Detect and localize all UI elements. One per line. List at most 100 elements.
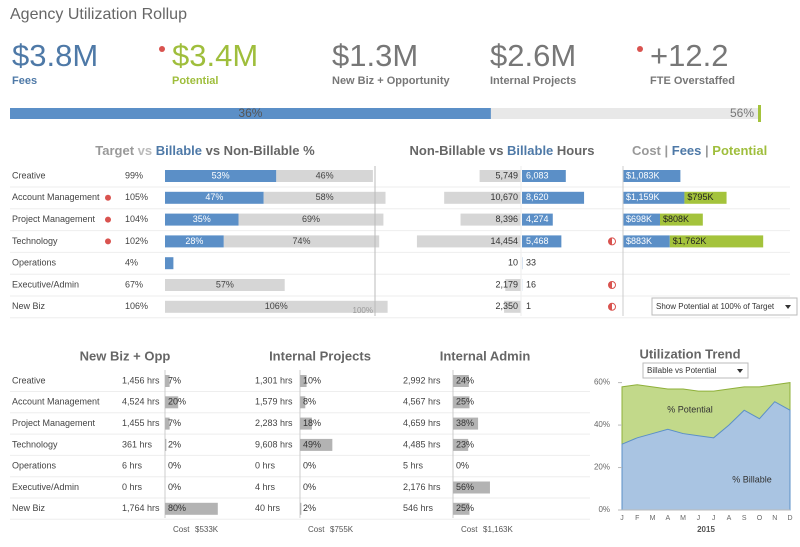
- title-part: |: [661, 143, 672, 158]
- hours-label: 2,283 hrs: [255, 418, 293, 428]
- target-label: 99%: [125, 170, 143, 180]
- x-tick-label: S: [742, 515, 747, 522]
- hours-label: 5 hrs: [403, 461, 424, 471]
- dashboard-title: Agency Utilization Rollup: [10, 6, 187, 23]
- non-billable-label: 57%: [216, 279, 234, 289]
- title-part: |: [701, 143, 712, 158]
- fees-bar: [623, 170, 681, 182]
- cost-label: Cost: [173, 525, 190, 534]
- hours-label: 1,455 hrs: [122, 418, 160, 428]
- series-label: % Billable: [732, 474, 772, 484]
- x-tick-label: A: [665, 515, 670, 522]
- alert-dot: [637, 46, 643, 52]
- share-label: 38%: [456, 418, 474, 428]
- kpi-label: New Biz + Opportunity: [332, 75, 451, 87]
- share-label: 2%: [168, 439, 181, 449]
- target-label: 67%: [125, 279, 143, 289]
- x-axis-label: 2015: [697, 525, 715, 534]
- non-billable-hours-label: 10: [508, 258, 518, 268]
- hours-label: 4,659 hrs: [403, 418, 441, 428]
- kpi-value: $2.6M: [490, 38, 576, 73]
- department-label: Project Management: [12, 214, 96, 224]
- title-part: Cost: [632, 143, 662, 158]
- flag-icon-half: [608, 281, 612, 289]
- non-billable-bar: [223, 235, 380, 248]
- potential-dropdown[interactable]: [651, 297, 798, 316]
- billable-label: 47%: [205, 192, 223, 202]
- non-billable-label: 58%: [316, 192, 334, 202]
- non-billable-hours-label: 8,396: [495, 214, 518, 224]
- share-bar: [453, 375, 469, 387]
- non-billable-bar: [263, 191, 386, 204]
- share-bar: [165, 396, 179, 409]
- potential-bar: [684, 191, 727, 204]
- share-bar: [453, 438, 469, 451]
- alert-dot: [159, 46, 165, 52]
- x-tick-label: A: [727, 515, 732, 522]
- share-label: 23%: [456, 439, 474, 449]
- x-tick-label: M: [650, 515, 656, 522]
- section-title: Internal Admin: [440, 348, 531, 363]
- x-tick-label: F: [635, 515, 639, 522]
- title-part: Billable: [156, 143, 202, 158]
- target-label: 56%: [730, 106, 754, 120]
- non-billable-label: 46%: [316, 170, 334, 180]
- flag-icon-half: [608, 303, 612, 311]
- department-label: Creative: [12, 170, 46, 180]
- series-label: % Potential: [667, 404, 713, 414]
- non-billable-bar: [165, 300, 388, 313]
- share-label: 7%: [168, 418, 181, 428]
- fees-label: $698K: [626, 214, 652, 224]
- kpi-value: +12.2: [650, 38, 728, 73]
- billable-bar: [165, 257, 174, 270]
- share-label: 0%: [303, 461, 316, 471]
- non-billable-bar: [276, 170, 373, 182]
- non-billable-hours-label: 10,670: [490, 192, 518, 202]
- title-part: Hours: [553, 143, 594, 158]
- share-bar: [453, 481, 490, 494]
- share-label: 25%: [456, 397, 474, 407]
- share-label: 25%: [456, 503, 474, 513]
- billable-label: 28%: [185, 236, 203, 246]
- section-title: New Biz + Opp: [80, 348, 171, 363]
- fees-bar: [623, 235, 670, 248]
- non-billable-hours-bar: [505, 279, 521, 291]
- share-bar: [300, 417, 312, 430]
- trend-dropdown[interactable]: [642, 362, 749, 379]
- flag-icon-half: [608, 237, 612, 245]
- progress-label: 36%: [238, 106, 262, 120]
- billable-hours-label: 16: [526, 279, 536, 289]
- title-part: Potential: [712, 143, 767, 158]
- hours-label: 546 hrs: [403, 503, 434, 513]
- hours-label: 0 hrs: [255, 461, 276, 471]
- dropdown-arrow: [737, 369, 743, 373]
- share-bar: [300, 375, 307, 387]
- kpi-label: FTE Overstaffed: [650, 75, 735, 87]
- share-bar: [165, 375, 170, 387]
- share-label: 10%: [303, 375, 321, 385]
- department-label: Creative: [12, 375, 46, 385]
- target-marker: [758, 105, 761, 122]
- share-bar: [165, 438, 167, 451]
- department-label: Executive/Admin: [12, 482, 79, 492]
- non-billable-hours-label: 14,454: [490, 236, 518, 246]
- share-label: 0%: [168, 461, 181, 471]
- billable-hours-bar: [522, 213, 553, 226]
- section-title: Cost | Fees | Potential: [632, 143, 767, 158]
- hours-label: 4,567 hrs: [403, 397, 441, 407]
- kpi-value: $1.3M: [332, 38, 418, 73]
- hours-label: 0 hrs: [122, 482, 143, 492]
- fees-bar: [623, 191, 685, 204]
- target-label: 4%: [125, 258, 138, 268]
- y-tick-label: 20%: [594, 463, 610, 472]
- non-billable-hours-label: 2,350: [495, 301, 518, 311]
- non-billable-hours-label: 2,179: [495, 279, 518, 289]
- x-tick-label: O: [757, 515, 763, 522]
- hours-label: 40 hrs: [255, 503, 281, 513]
- x-tick-label: N: [772, 515, 777, 522]
- billable-label: 53%: [212, 170, 230, 180]
- billable-bar: [165, 170, 277, 182]
- non-billable-bar: [165, 279, 285, 291]
- potential-label: $795K: [687, 192, 713, 202]
- department-label: Project Management: [12, 418, 96, 428]
